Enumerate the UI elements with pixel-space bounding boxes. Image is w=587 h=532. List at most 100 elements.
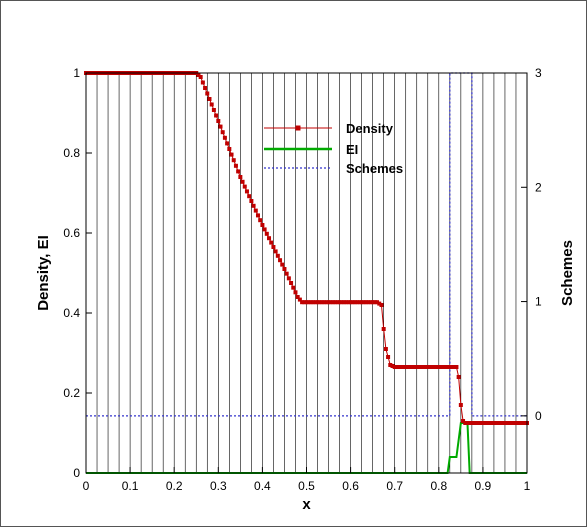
density-marker — [315, 300, 320, 305]
density-marker — [494, 421, 499, 425]
density-marker — [474, 421, 479, 425]
density-marker — [469, 421, 474, 425]
density-marker — [242, 184, 247, 189]
density-marker — [284, 271, 289, 276]
density-marker — [286, 276, 291, 281]
density-marker — [403, 365, 408, 369]
density-marker — [335, 300, 340, 305]
density-marker — [425, 365, 430, 369]
density-marker — [308, 300, 313, 305]
density-marker — [330, 300, 335, 305]
density-marker — [280, 262, 285, 267]
series-ei — [86, 422, 527, 474]
density-marker — [304, 300, 309, 305]
density-marker — [454, 365, 459, 369]
density-marker — [483, 421, 488, 425]
density-marker — [496, 421, 501, 425]
density-marker — [423, 365, 428, 369]
density-marker — [233, 163, 238, 168]
density-marker — [260, 223, 265, 227]
legend-schemes-label: Schemes — [346, 161, 403, 176]
density-marker — [507, 421, 512, 425]
density-marker — [452, 365, 457, 369]
density-marker — [200, 80, 205, 85]
density-marker — [456, 375, 461, 379]
density-marker — [445, 365, 450, 369]
legend-entry-density: Density — [264, 121, 394, 136]
density-marker — [339, 300, 344, 305]
y-right-tick-label: 3 — [535, 66, 542, 80]
density-marker — [220, 130, 225, 135]
density-marker — [295, 295, 300, 299]
y-right-tick-label: 1 — [535, 295, 542, 309]
x-tick-label: 1 — [524, 479, 531, 493]
density-marker — [498, 421, 503, 425]
legend-ei-label: EI — [346, 142, 358, 157]
density-marker — [269, 240, 274, 245]
legend: Density EI Schemes — [264, 121, 403, 176]
density-marker — [211, 108, 216, 112]
density-marker — [432, 365, 437, 369]
density-marker — [370, 300, 375, 305]
y-left-tick-label: 0.2 — [63, 386, 80, 400]
density-marker — [414, 365, 419, 369]
density-marker — [381, 327, 386, 331]
y-right-tick-label: 0 — [535, 409, 542, 423]
density-marker — [264, 231, 269, 236]
density-marker — [247, 194, 252, 199]
legend-density-label: Density — [346, 121, 394, 136]
density-marker — [214, 113, 219, 118]
density-marker — [273, 249, 278, 254]
density-marker — [355, 300, 360, 305]
y-left-axis-title: Density, EI — [35, 235, 52, 311]
density-marker — [218, 124, 223, 129]
density-marker — [364, 300, 369, 305]
density-marker — [209, 102, 214, 107]
density-marker — [302, 300, 307, 305]
density-marker — [258, 218, 263, 223]
y-left-tick-label: 0.4 — [63, 306, 80, 320]
y-left-tick-label: 1 — [73, 66, 80, 80]
x-tick-label: 0.4 — [254, 479, 271, 493]
density-marker — [341, 300, 346, 305]
legend-entry-ei: EI — [264, 142, 358, 157]
density-marker — [278, 258, 283, 263]
x-tick-label: 0.2 — [166, 479, 183, 493]
y-right-axis-title: Schemes — [559, 240, 576, 306]
density-marker — [397, 365, 402, 369]
density-marker — [231, 158, 236, 163]
density-marker — [467, 421, 472, 425]
density-marker — [293, 290, 298, 295]
density-marker — [434, 365, 439, 369]
density-marker — [421, 365, 426, 369]
x-ticks: 0 0.1 0.2 0.3 0.4 0.5 0.6 0.7 0.8 0.9 1 — [83, 467, 531, 493]
density-marker — [509, 421, 514, 425]
density-marker — [267, 236, 272, 241]
density-marker — [282, 267, 287, 271]
density-marker — [344, 300, 349, 305]
density-marker — [487, 421, 492, 425]
density-marker — [222, 135, 227, 140]
density-marker — [366, 300, 371, 305]
density-marker — [353, 300, 358, 305]
y-left-tick-label: 0 — [73, 466, 80, 480]
density-marker — [196, 73, 201, 77]
density-marker — [297, 297, 302, 302]
density-marker — [322, 300, 327, 305]
density-marker — [229, 152, 234, 157]
density-marker — [518, 421, 523, 425]
density-marker — [372, 300, 377, 305]
density-marker — [271, 245, 276, 249]
density-marker — [478, 421, 483, 425]
y-right-tick-label: 2 — [535, 180, 542, 194]
density-marker — [326, 300, 331, 305]
density-marker — [324, 300, 329, 305]
density-marker — [359, 300, 364, 305]
density-marker — [300, 300, 305, 305]
density-marker — [441, 365, 446, 369]
density-marker — [447, 365, 452, 369]
y-left-tick-label: 0.8 — [63, 146, 80, 160]
density-marker — [436, 365, 441, 369]
density-marker — [450, 365, 455, 369]
density-marker — [392, 365, 397, 369]
